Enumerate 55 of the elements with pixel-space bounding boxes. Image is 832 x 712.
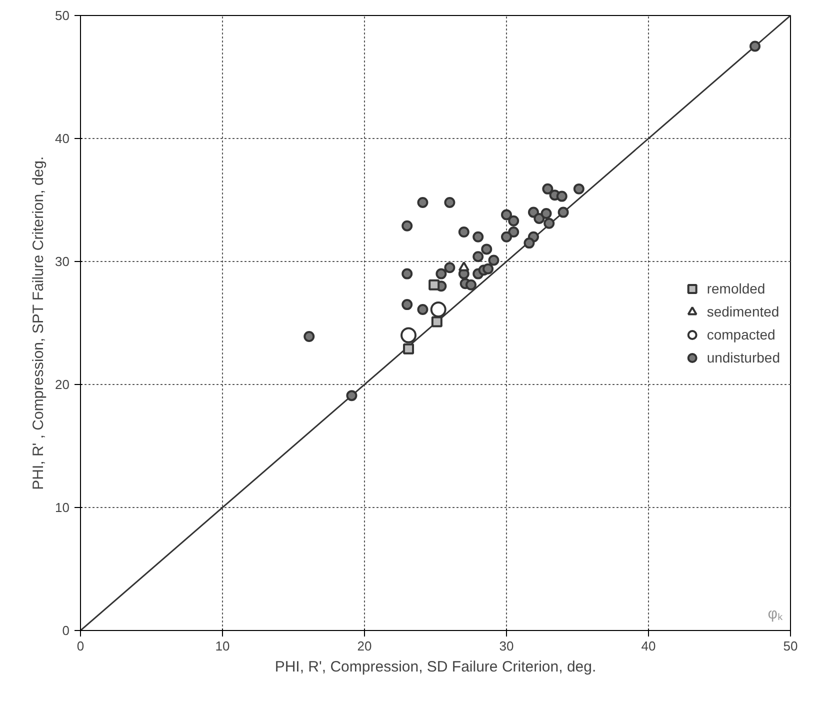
x-tick-label: 30 xyxy=(499,638,514,654)
point xyxy=(444,196,456,208)
point xyxy=(544,218,555,229)
x-tick-label: 10 xyxy=(215,638,230,654)
point xyxy=(400,327,417,344)
point xyxy=(428,279,440,290)
y-tick-label: 30 xyxy=(55,254,70,269)
point xyxy=(481,244,492,255)
annotation: φₖ xyxy=(768,606,784,622)
point xyxy=(466,279,476,290)
y-tick-label: 50 xyxy=(55,8,70,23)
point xyxy=(430,301,446,318)
point xyxy=(346,390,358,402)
point xyxy=(402,220,413,232)
point xyxy=(436,268,447,280)
y-tick-label: 20 xyxy=(55,377,70,392)
legend-label: compacted xyxy=(706,326,776,342)
point xyxy=(304,331,315,342)
y-axis-title: PHI, R' , Compression, SPT Failure Criterion, deg. xyxy=(30,156,48,490)
point xyxy=(534,212,545,224)
point xyxy=(417,304,428,315)
point xyxy=(472,231,484,242)
point xyxy=(488,254,500,266)
point xyxy=(417,196,428,208)
x-tick-label: 20 xyxy=(357,638,372,654)
x-axis-title: PHI, R', Compression, SD Failure Criterion, deg. xyxy=(274,658,596,676)
point xyxy=(501,209,512,220)
point xyxy=(542,183,554,194)
legend-label: undisturbed xyxy=(706,349,780,365)
point xyxy=(540,208,552,220)
point xyxy=(458,226,470,238)
point xyxy=(556,190,568,202)
point xyxy=(524,238,535,249)
point xyxy=(402,268,413,280)
point xyxy=(458,261,470,272)
point xyxy=(444,262,456,274)
legend-label: sedimented xyxy=(706,303,780,319)
x-tick-label: 50 xyxy=(783,638,798,654)
legend-label: remolded xyxy=(706,280,766,296)
point xyxy=(750,40,760,52)
y-tick-label: 40 xyxy=(55,131,70,146)
point xyxy=(402,299,413,310)
x-tick-label: 40 xyxy=(641,638,656,654)
point xyxy=(403,343,414,354)
point xyxy=(501,231,512,242)
point xyxy=(558,206,569,218)
point xyxy=(573,183,584,194)
x-tick-label: 0 xyxy=(76,638,84,654)
point xyxy=(482,263,494,274)
point xyxy=(472,251,484,262)
point xyxy=(508,226,520,238)
point xyxy=(508,215,520,226)
y-tick-label: 0 xyxy=(62,623,70,638)
y-tick-label: 10 xyxy=(55,500,70,515)
point xyxy=(431,316,442,328)
